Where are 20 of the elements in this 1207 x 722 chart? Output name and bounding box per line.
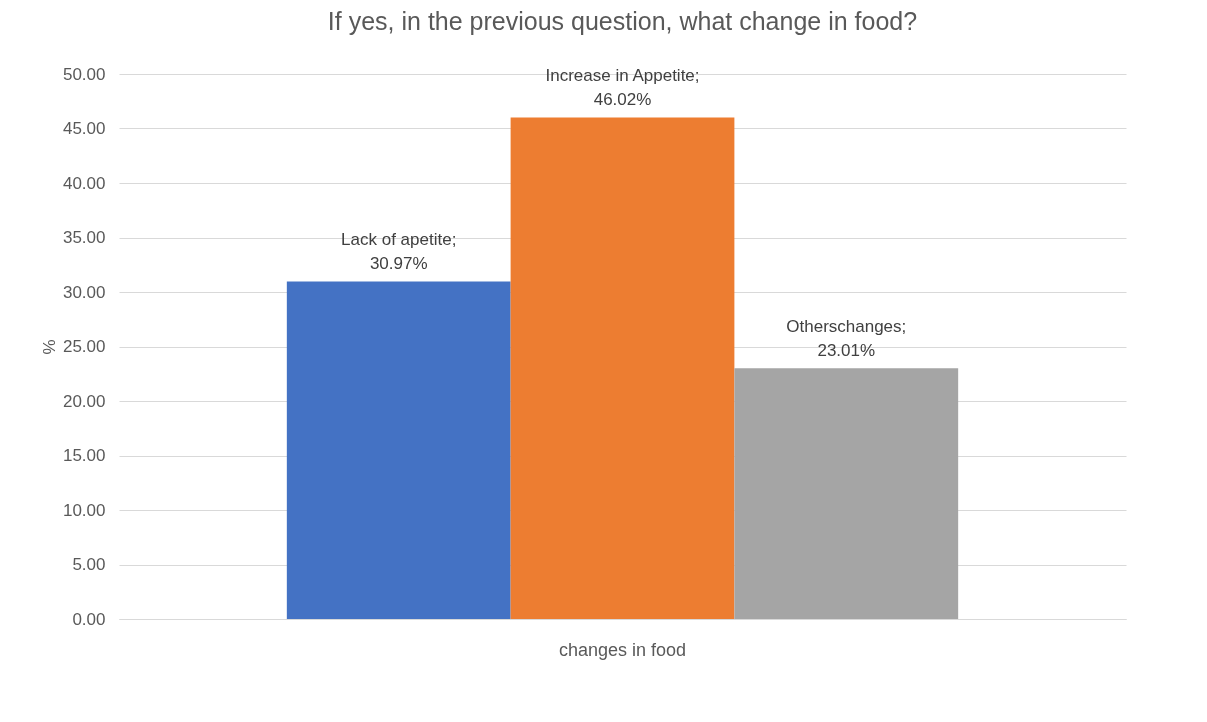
text: Lack of apetite; 30.97% xyxy=(341,230,457,274)
y-tick-label: 30.00 xyxy=(62,282,106,302)
bar xyxy=(510,117,735,619)
y-tick-label: 45.00 xyxy=(62,119,106,138)
y-axis-title: % xyxy=(39,339,59,355)
x-tick-label: changes in food xyxy=(558,639,687,660)
bar xyxy=(286,281,511,619)
y-tick-label: 5.00 xyxy=(72,555,106,574)
y-tick-label: 40.00 xyxy=(62,173,106,193)
text: Otherschanges; 23.01% xyxy=(786,317,907,361)
y-tick-label: 50.00 xyxy=(62,64,106,84)
y-tick-label: 0.00 xyxy=(72,609,106,629)
bar xyxy=(734,368,959,619)
y-tick-label: 10.00 xyxy=(62,500,106,520)
y-tick-label: 35.00 xyxy=(62,228,106,247)
text: Increase in Appetite; 46.02% xyxy=(545,66,700,110)
y-tick-label: 25.00 xyxy=(62,337,106,356)
y-tick-label: 15.00 xyxy=(62,446,106,465)
chart-title: If yes, in the previous question, what change in food? xyxy=(327,7,918,35)
y-tick-label: 20.00 xyxy=(62,391,106,411)
